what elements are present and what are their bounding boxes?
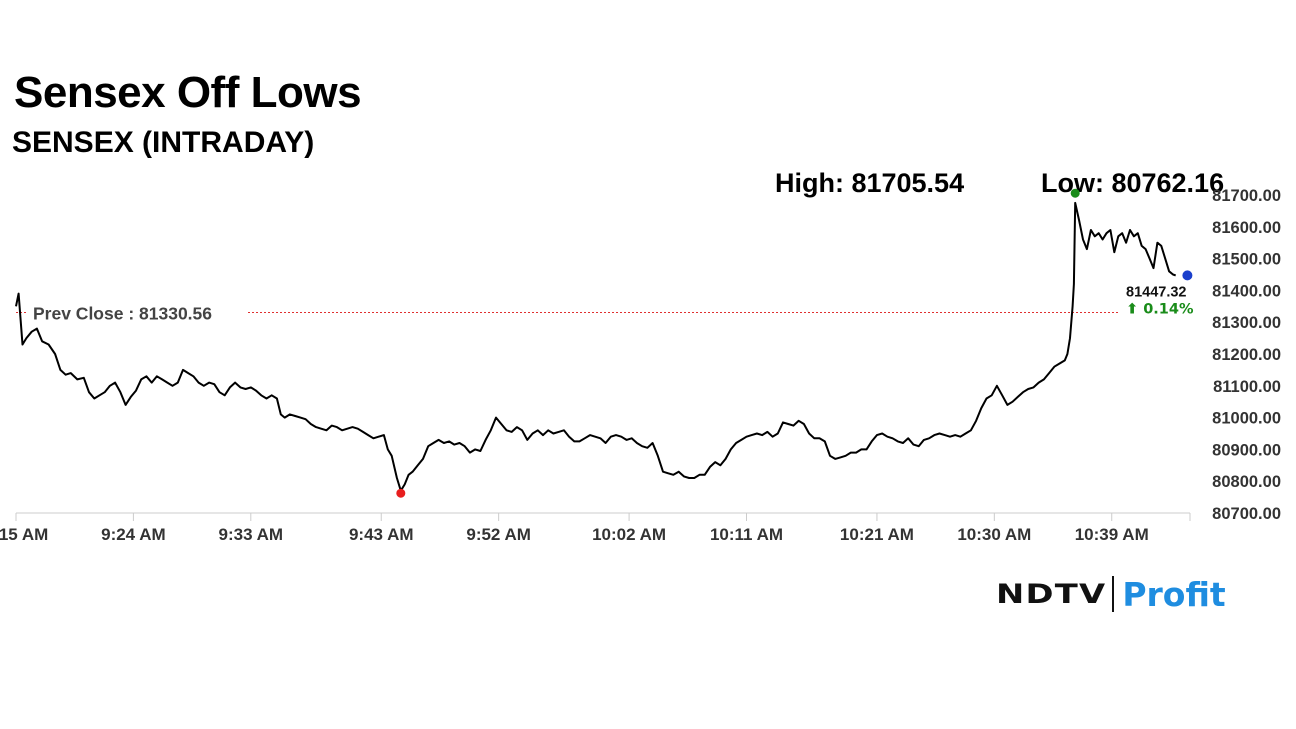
y-tick-label: 80700.00 — [1212, 505, 1281, 523]
low-marker — [396, 488, 406, 498]
logo-brand: NDTV — [996, 578, 1107, 610]
last-price-marker — [1182, 270, 1193, 281]
y-tick-label: 80900.00 — [1212, 441, 1281, 459]
prev-close-label: Prev Close : 81330.56 — [33, 303, 212, 323]
x-tick-label: 10:02 AM — [592, 525, 666, 544]
y-tick-label: 81000.00 — [1212, 410, 1281, 428]
high-marker — [1070, 188, 1080, 198]
chart-subtitle: SENSEX (INTRADAY) — [12, 126, 315, 159]
y-tick-label: 81600.00 — [1212, 219, 1281, 237]
prev-close-label-bg — [28, 298, 246, 325]
logo-divider — [1112, 576, 1115, 612]
y-tick-label: 81200.00 — [1212, 346, 1281, 364]
x-tick-label: 10:30 AM — [957, 525, 1031, 544]
y-tick-label: 81700.00 — [1212, 187, 1281, 205]
sensex-line — [15, 201, 1177, 492]
x-tick-label: 10:21 AM — [840, 525, 914, 544]
x-tick-label: 10:11 AM — [710, 525, 783, 544]
high-value: High: 81705.54 — [775, 168, 965, 198]
y-tick-label: 81300.00 — [1212, 314, 1281, 332]
logo-product: Profit — [1122, 574, 1226, 614]
x-tick-label: 9:15 AM — [0, 525, 48, 544]
x-tick-label: 10:39 AM — [1075, 525, 1149, 544]
x-tick-label: 9:43 AM — [349, 525, 414, 544]
intraday-line-chart: 9:15 AM 9:24 AM 9:33 AM 9:43 AM 9:52 AM 10:02… — [0, 187, 1281, 544]
y-tick-label: 81400.00 — [1212, 282, 1281, 300]
chart-title: Sensex Off Lows — [14, 68, 362, 117]
y-tick-label: 81500.00 — [1212, 251, 1281, 269]
y-tick-label: 81100.00 — [1213, 378, 1281, 396]
ndtv-profit-logo: NDTV Profit — [996, 574, 1226, 614]
last-price-label: 81447.32 — [1126, 284, 1186, 300]
x-tick-label: 9:33 AM — [219, 525, 284, 544]
y-tick-label: 80800.00 — [1212, 473, 1281, 491]
x-tick-label: 9:24 AM — [101, 525, 166, 544]
change-label: ⬆ 0.14% — [1126, 301, 1194, 317]
x-tick-label: 9:52 AM — [466, 525, 531, 544]
